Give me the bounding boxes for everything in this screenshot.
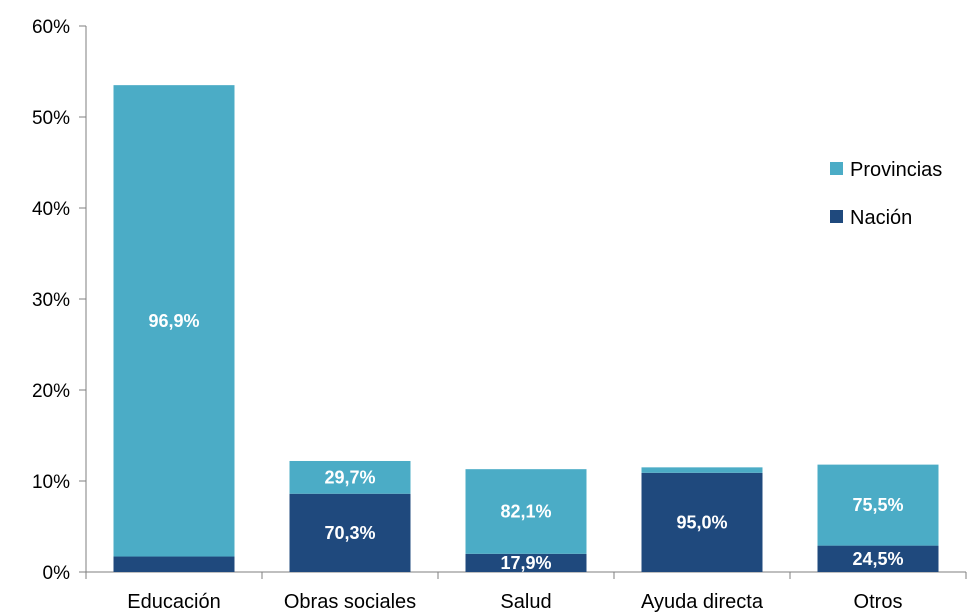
legend-label: Provincias: [850, 159, 942, 181]
x-tick-label: Educación: [127, 591, 220, 613]
x-tick-label: Obras sociales: [284, 591, 416, 613]
y-tick-label: 50%: [32, 108, 70, 129]
bar-segment: [817, 545, 939, 572]
bar-segment: [641, 467, 763, 473]
bar-segment: [465, 553, 587, 572]
bar-segment: [113, 85, 235, 557]
x-tick-label: Salud: [500, 591, 551, 613]
y-tick-label: 0%: [43, 563, 71, 584]
bar-segment: [289, 460, 411, 494]
data-label: 96,9%: [148, 311, 199, 331]
bars: [113, 85, 939, 572]
bar-labels: 96,9% 70,3% 29,7% 17,9% 82,1% 95,0% 24,5% 75,5%: [148, 311, 903, 573]
y-axis: 0% 10% 20% 30% 40% 50% 60%: [32, 17, 87, 584]
y-tick-label: 30%: [32, 290, 70, 311]
bar-segment: [641, 472, 763, 572]
bar-segment: [465, 469, 587, 554]
bar-segment: [113, 556, 235, 572]
data-label: 70,3%: [324, 523, 375, 543]
x-tick-label: Otros: [854, 591, 903, 613]
bar-segment: [289, 493, 411, 572]
bar-segment: [817, 464, 939, 546]
y-tick-label: 10%: [32, 472, 70, 493]
data-label: 75,5%: [852, 495, 903, 515]
x-axis: Educación Obras sociales Salud Ayuda direct…: [85, 571, 967, 613]
data-label: 82,1%: [500, 501, 551, 521]
legend-label: Nación: [850, 207, 912, 229]
legend-swatch: [830, 162, 843, 175]
data-label: 95,0%: [676, 512, 727, 532]
y-tick-label: 20%: [32, 381, 70, 402]
legend-swatch: [830, 210, 843, 223]
legend: Provincias Nación: [830, 159, 942, 229]
y-tick-label: 40%: [32, 199, 70, 220]
x-tick-label: Ayuda directa: [641, 591, 764, 613]
data-label: 24,5%: [852, 549, 903, 569]
y-tick-label: 60%: [32, 17, 70, 38]
data-label: 17,9%: [500, 553, 551, 573]
data-label: 29,7%: [324, 467, 375, 487]
